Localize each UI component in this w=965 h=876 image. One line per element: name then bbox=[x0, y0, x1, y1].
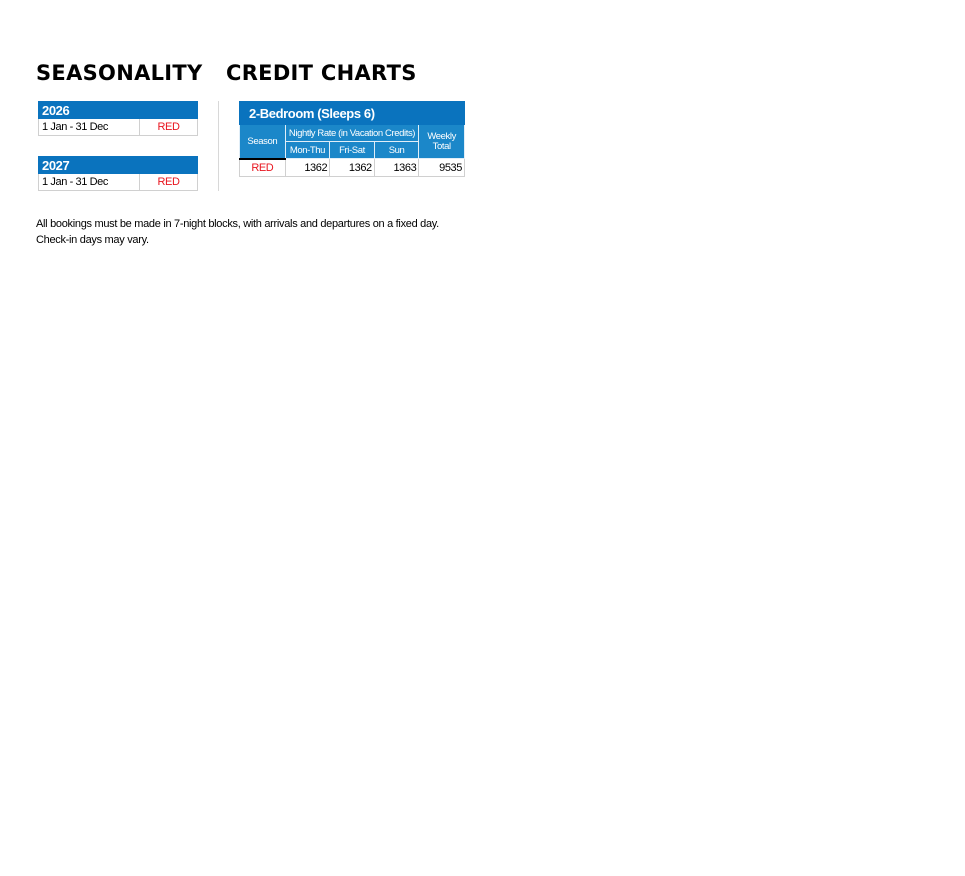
header-weekly-total: Weekly Total bbox=[418, 124, 465, 159]
seasonality-heading: SEASONALITY bbox=[36, 61, 203, 85]
row-sun: 1363 bbox=[373, 158, 420, 177]
header-fri-sat: Fri-Sat bbox=[329, 141, 375, 159]
row-weekly: 9535 bbox=[418, 158, 465, 177]
header-sun: Sun bbox=[373, 141, 420, 159]
unit-title: 2-Bedroom (Sleeps 6) bbox=[239, 101, 465, 125]
season-value: RED bbox=[139, 173, 198, 191]
row-fri-sat: 1362 bbox=[329, 158, 375, 177]
row-mon-thu: 1362 bbox=[284, 158, 331, 177]
season-table-2026: 2026 1 Jan - 31 Dec RED bbox=[38, 101, 198, 136]
note-line-2: Check-in days may vary. bbox=[36, 234, 149, 246]
header-mon-thu: Mon-Thu bbox=[284, 141, 331, 159]
credit-charts-heading: CREDIT CHARTS bbox=[226, 61, 417, 85]
table-row: RED 1362 1362 1363 9535 bbox=[239, 157, 465, 177]
season-table-2027: 2027 1 Jan - 31 Dec RED bbox=[38, 156, 198, 191]
booking-note: All bookings must be made in 7-night blo… bbox=[36, 216, 439, 248]
row-season: RED bbox=[239, 157, 286, 177]
note-line-1: All bookings must be made in 7-night blo… bbox=[36, 218, 439, 230]
date-range: 1 Jan - 31 Dec bbox=[38, 173, 140, 191]
credit-chart-table: 2-Bedroom (Sleeps 6) Season Nightly Rate… bbox=[239, 101, 465, 177]
season-value: RED bbox=[139, 118, 198, 136]
header-nightly-rate: Nightly Rate (in Vacation Credits) bbox=[284, 124, 420, 142]
year-label: 2026 bbox=[38, 101, 198, 119]
date-range: 1 Jan - 31 Dec bbox=[38, 118, 140, 136]
header-season: Season bbox=[239, 124, 286, 159]
divider bbox=[218, 101, 219, 191]
year-label: 2027 bbox=[38, 156, 198, 174]
